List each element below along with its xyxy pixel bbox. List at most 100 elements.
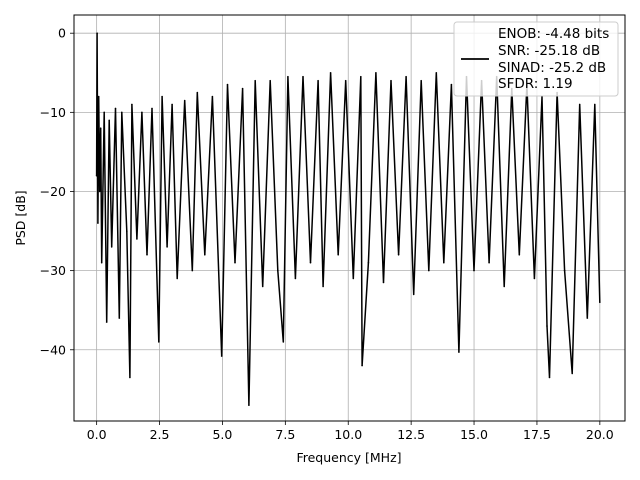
psd-data-point [294,277,297,280]
x-tick-label: 7.5 [275,427,295,442]
legend-entry-enob: ENOB: -4.48 bits [498,26,609,42]
psd-series-line [95,33,601,406]
psd-data-point [105,321,108,323]
psd-data-point [594,103,596,106]
psd-data-point [435,72,438,74]
x-tick-label: 20.0 [586,427,614,442]
psd-data-point [563,269,566,272]
x-tick-label: 5.0 [212,427,232,442]
x-tick-label: 10.0 [334,427,362,442]
psd-data-point [176,277,178,280]
psd-data-point [420,79,423,82]
psd-data-point [141,111,143,114]
psd-data-point [196,91,199,94]
psd-data-point [183,99,186,102]
psd-data-point [171,103,173,106]
psd-data-point [204,254,206,256]
psd-data-point [302,75,304,78]
psd-data-point [488,261,490,264]
x-axis-label: Frequency [MHz] [296,450,401,465]
psd-data-point [352,277,355,280]
legend-entry-sfdr: SFDR: 1.19 [498,76,573,92]
legend-entry-sinad: SINAD: -25.2 dB [498,60,606,76]
psd-data-point [397,254,400,256]
psd-data-point [100,261,103,264]
y-axis-label: PSD [dB] [13,190,28,245]
psd-data-point [103,111,105,114]
legend-entry-snr: SNR: -25.18 dB [498,43,600,59]
psd-data-point [322,285,324,288]
psd-data-point [473,269,475,272]
psd-data-point [277,269,279,272]
psd-data-point [390,79,392,82]
psd-data-point [287,75,289,78]
y-tick-label: 0 [58,26,66,41]
psd-data-point [129,376,131,379]
psd-data-point [571,372,573,375]
psd-data-point [586,317,589,319]
psd-data-point [548,376,551,379]
psd-data-point [261,285,264,288]
plot-frame [73,14,626,422]
psd-data-point [254,79,256,82]
psd-data-point [110,246,113,248]
y-tick-label: −40 [40,342,66,357]
psd-data-point [131,103,133,106]
psd-data-point [405,75,407,78]
psd-data-point [578,103,581,106]
psd-data-point [361,364,363,367]
x-tick-label: 0.0 [87,427,107,442]
psd-data-point [191,269,194,272]
psd-data-point [99,127,102,129]
psd-data-point [118,317,121,319]
psd-data-point [234,261,236,264]
psd-data-point [220,355,223,357]
psd-data-point [96,32,98,34]
y-axis-ticks: 0 −10 −20 −30 −40 [40,26,74,357]
psd-data-point [158,341,160,343]
psd-data-point [533,277,536,280]
y-tick-label: −30 [40,263,66,278]
psd-data-point [503,285,506,288]
psd-data-point [97,95,100,98]
psd-data-point [344,79,347,82]
psd-data-point [360,75,362,78]
x-tick-label: 2.5 [150,427,170,442]
psd-data-point [337,254,340,256]
x-tick-label: 17.5 [523,427,551,442]
psd-data-point [211,95,214,98]
x-tick-label: 15.0 [460,427,488,442]
psd-data-point [121,111,123,114]
psd-data-point [317,79,319,82]
psd-data-point [248,404,250,407]
psd-data-point [161,95,163,98]
y-tick-label: −20 [40,184,66,199]
psd-data-point [450,83,453,86]
psd-data-point [97,222,99,224]
psd-trace [95,32,601,407]
psd-data-point [282,341,285,343]
psd-data-point [428,269,430,272]
y-tick-label: −10 [40,105,66,120]
psd-data-point [95,174,98,177]
psd-data-point [443,261,445,264]
psd-data-point [126,230,128,232]
psd-data-point [412,293,415,296]
legend: ENOB: -4.48 bits SNR: -25.18 dB SINAD: -… [453,21,619,97]
psd-data-point [98,190,101,193]
x-axis-ticks: 0.0 2.5 5.0 7.5 10.0 12.5 15.0 17.5 20.0 [87,421,614,442]
legend-box [453,21,619,97]
psd-data-point [329,72,332,74]
psd-data-point [166,246,168,248]
psd-data-point [146,254,148,256]
psd-data-point [114,107,117,110]
psd-data-point [108,119,110,122]
psd-data-point [269,79,272,82]
psd-data-point [546,325,548,327]
psd-data-point [458,351,460,353]
psd-data-point [518,254,521,256]
psd-data-point [309,261,312,264]
psd-data-point [151,107,153,110]
psd-data-point [136,238,138,240]
